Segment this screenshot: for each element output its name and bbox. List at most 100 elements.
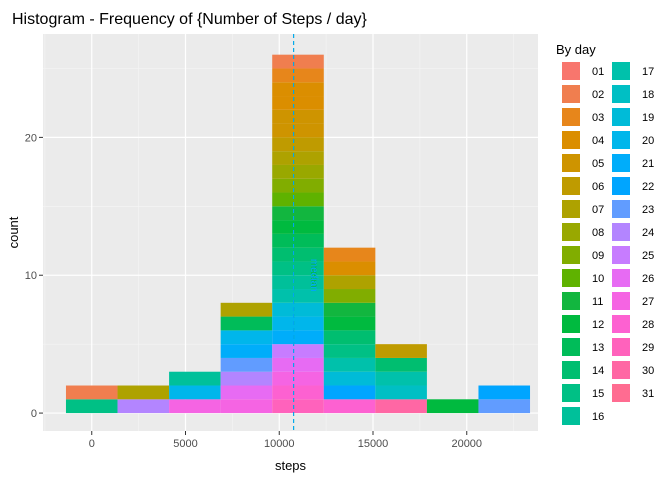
legend-key-02 bbox=[562, 85, 580, 103]
legend-key-23 bbox=[612, 200, 630, 218]
bar-segment-day-14 bbox=[375, 357, 427, 372]
bar-segment-day-26 bbox=[272, 357, 324, 372]
y-tick-label: 0 bbox=[31, 408, 37, 420]
legend-key-17 bbox=[612, 62, 630, 80]
legend-label-23: 23 bbox=[642, 204, 654, 216]
legend-key-31 bbox=[612, 384, 630, 402]
legend-label-24: 24 bbox=[642, 227, 654, 239]
legend-key-20 bbox=[612, 131, 630, 149]
bar-segment-day-27 bbox=[220, 399, 273, 414]
legend-label-22: 22 bbox=[642, 181, 654, 193]
annotation-0: mean bbox=[308, 263, 319, 288]
bar-segment-day-24 bbox=[117, 399, 170, 414]
legend-key-16 bbox=[562, 407, 580, 425]
bar-segment-day-13 bbox=[220, 316, 273, 331]
legend-key-07 bbox=[562, 200, 580, 218]
legend-key-15 bbox=[562, 384, 580, 402]
bar-segment-day-09 bbox=[323, 289, 376, 303]
bar-segment-day-14 bbox=[272, 247, 324, 262]
bar-segment-day-20 bbox=[169, 385, 221, 400]
bar-segment-day-20 bbox=[272, 316, 324, 331]
legend-label-18: 18 bbox=[642, 89, 654, 101]
bar-segment-day-27 bbox=[272, 371, 324, 386]
bar-segment-day-11 bbox=[272, 206, 324, 221]
bar-segment-day-27 bbox=[169, 399, 221, 414]
bar-segment-day-12 bbox=[426, 399, 479, 414]
legend-label-06: 06 bbox=[592, 181, 604, 193]
bar-segment-day-19 bbox=[323, 371, 376, 386]
bar-segment-day-15 bbox=[65, 399, 118, 414]
bar-segment-day-02 bbox=[65, 385, 118, 400]
legend-label-26: 26 bbox=[642, 273, 654, 285]
annotation-1: median bbox=[308, 259, 319, 292]
legend-label-15: 15 bbox=[592, 388, 604, 400]
legend-key-19 bbox=[612, 108, 630, 126]
legend-label-01: 01 bbox=[592, 66, 604, 78]
legend-label-09: 09 bbox=[592, 250, 604, 262]
bar-segment-day-20 bbox=[220, 330, 273, 345]
legend-key-01 bbox=[562, 62, 580, 80]
legend-key-25 bbox=[612, 246, 630, 264]
legend-label-08: 08 bbox=[592, 227, 604, 239]
legend-key-29 bbox=[612, 338, 630, 356]
x-tick-label: 15000 bbox=[358, 438, 389, 450]
bar-segment-day-17 bbox=[323, 357, 376, 372]
bar-segment-day-06 bbox=[272, 137, 324, 152]
bar-segment-day-07 bbox=[117, 385, 170, 400]
legend-key-11 bbox=[562, 292, 580, 310]
bar-segment-day-12 bbox=[323, 316, 376, 331]
bar-segment-day-12 bbox=[272, 220, 324, 234]
legend-key-13 bbox=[562, 338, 580, 356]
bar-segment-day-04 bbox=[323, 261, 376, 276]
bar-segment-day-04 bbox=[272, 82, 324, 97]
legend-label-29: 29 bbox=[642, 342, 654, 354]
x-tick-label: 20000 bbox=[451, 438, 482, 450]
legend-label-25: 25 bbox=[642, 250, 654, 262]
legend-key-22 bbox=[612, 177, 630, 195]
x-tick-label: 0 bbox=[89, 438, 95, 450]
bar-segment-day-29 bbox=[272, 399, 324, 414]
x-tick-label: 5000 bbox=[173, 438, 197, 450]
legend-key-28 bbox=[612, 315, 630, 333]
bar-segment-day-16 bbox=[272, 275, 324, 290]
legend-key-10 bbox=[562, 269, 580, 287]
y-tick-label: 10 bbox=[25, 270, 37, 282]
bar-segment-day-15 bbox=[323, 344, 376, 358]
y-axis: 0 10 20 bbox=[25, 132, 43, 420]
y-tick-label: 20 bbox=[25, 132, 37, 144]
bar-segment-day-05 bbox=[272, 109, 324, 124]
legend-key-04 bbox=[562, 131, 580, 149]
histogram-bars bbox=[65, 54, 531, 414]
legend-key-12 bbox=[562, 315, 580, 333]
legend-label-13: 13 bbox=[592, 342, 604, 354]
bar-segment-day-10 bbox=[272, 192, 324, 207]
legend-label-11: 11 bbox=[592, 296, 603, 308]
legend-key-27 bbox=[612, 292, 630, 310]
y-axis-title: count bbox=[6, 216, 21, 248]
bar-segment-day-30 bbox=[375, 399, 427, 414]
legend-label-14: 14 bbox=[592, 365, 604, 377]
bar-segment-day-28 bbox=[323, 399, 376, 414]
bar-segment-day-24 bbox=[220, 371, 273, 386]
bar-segment-day-23 bbox=[220, 357, 273, 372]
x-tick-label: 10000 bbox=[264, 438, 295, 450]
bar-segment-day-18 bbox=[375, 385, 427, 400]
legend-key-14 bbox=[562, 361, 580, 379]
legend-label-10: 10 bbox=[592, 273, 604, 285]
legend-key-03 bbox=[562, 108, 580, 126]
bar-segment-day-11 bbox=[323, 302, 376, 317]
legend-label-16: 16 bbox=[592, 411, 604, 423]
legend-label-20: 20 bbox=[642, 135, 654, 147]
bar-segment-day-22 bbox=[478, 385, 531, 400]
bar-segment-day-21 bbox=[220, 344, 273, 358]
minor-gridlines bbox=[43, 34, 538, 431]
legend-label-27: 27 bbox=[642, 296, 654, 308]
bar-segment-day-23 bbox=[478, 399, 531, 414]
legend: By day 01 02 03 04 05 06 07 08 09 10 11 12 13 14 15 16 1… bbox=[556, 42, 654, 425]
bar-segment-day-05 bbox=[272, 123, 324, 138]
bar-segment-day-09 bbox=[272, 178, 324, 193]
legend-label-07: 07 bbox=[592, 204, 604, 216]
bar-segment-day-02 bbox=[272, 54, 324, 69]
